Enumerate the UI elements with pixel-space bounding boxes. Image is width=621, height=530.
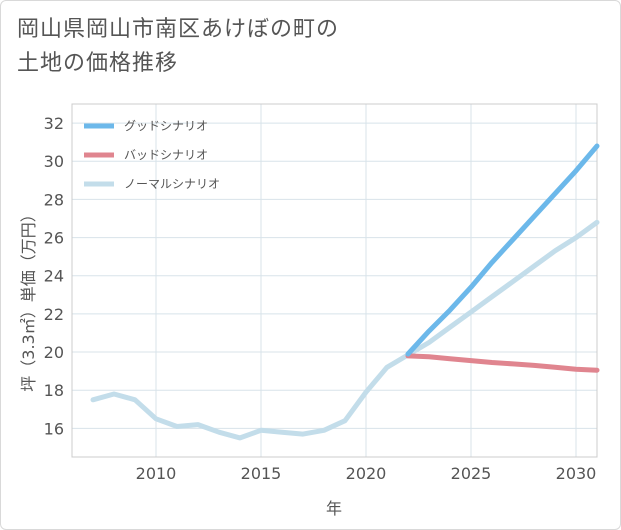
y-tick-label: 22 xyxy=(44,305,64,324)
plot-area-border xyxy=(71,103,598,458)
series-line-2 xyxy=(90,219,600,441)
grid xyxy=(72,104,597,457)
x-tick-label: 2015 xyxy=(241,464,282,483)
y-axis-label: 坪（3.3㎡）単価（万円） xyxy=(19,206,38,391)
y-tick-label: 26 xyxy=(44,229,64,248)
y-tick-label: 24 xyxy=(44,267,64,286)
y-tick-label: 28 xyxy=(44,190,64,209)
y-tick-label: 32 xyxy=(44,114,64,133)
y-tick-label: 16 xyxy=(44,419,64,438)
y-tick-label: 30 xyxy=(44,152,64,171)
legend-label-0: グッドシナリオ xyxy=(124,119,208,133)
x-tick-label: 2030 xyxy=(556,464,597,483)
x-axis-label: 年 xyxy=(326,499,342,518)
legend-label-1: バッドシナリオ xyxy=(124,148,208,162)
x-tick-label: 2025 xyxy=(451,464,492,483)
x-tick-label: 2010 xyxy=(136,464,177,483)
series-line-0 xyxy=(405,143,600,357)
chart-title-line-2: 土地の価格推移 xyxy=(17,51,179,76)
series-line-1 xyxy=(405,353,600,373)
chart-title-line-1: 岡山県岡山市南区あけぼの町の xyxy=(17,17,340,42)
chart-title: 岡山県岡山市南区あけぼの町の 土地の価格推移 xyxy=(17,13,339,81)
legend-label-2: ノーマルシナリオ xyxy=(124,177,220,191)
series-lines xyxy=(90,143,600,441)
x-tick-label: 2020 xyxy=(346,464,387,483)
y-tick-label: 20 xyxy=(44,343,64,362)
x-tick-labels: 2010 2015 2020 2025 2030 xyxy=(136,464,597,483)
y-tick-label: 18 xyxy=(44,381,64,400)
y-tick-labels: 16 18 20 22 24 26 28 30 32 xyxy=(44,114,64,438)
